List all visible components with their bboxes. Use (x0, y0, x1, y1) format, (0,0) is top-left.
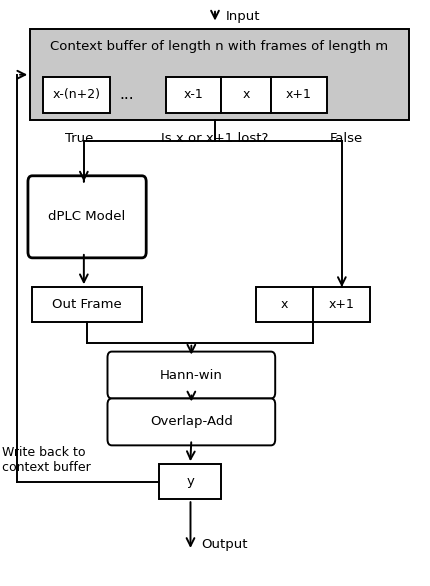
FancyBboxPatch shape (271, 77, 327, 113)
FancyBboxPatch shape (28, 176, 146, 258)
Text: y: y (186, 475, 194, 488)
FancyBboxPatch shape (221, 77, 271, 113)
Text: Is x or x+1 lost?: Is x or x+1 lost? (161, 132, 269, 145)
Text: Overlap-Add: Overlap-Add (150, 415, 233, 428)
Text: False: False (329, 132, 363, 145)
FancyBboxPatch shape (108, 352, 275, 398)
Text: Hann-win: Hann-win (160, 369, 223, 381)
FancyBboxPatch shape (166, 77, 221, 113)
FancyBboxPatch shape (159, 464, 221, 499)
Text: x+1: x+1 (329, 298, 355, 311)
FancyBboxPatch shape (32, 287, 142, 322)
Text: x: x (243, 88, 250, 101)
FancyBboxPatch shape (43, 77, 110, 113)
Text: x+1: x+1 (286, 88, 312, 101)
Text: dPLC Model: dPLC Model (49, 210, 126, 223)
FancyBboxPatch shape (30, 29, 408, 120)
FancyBboxPatch shape (256, 287, 370, 322)
FancyBboxPatch shape (108, 398, 275, 445)
Text: Input: Input (226, 9, 260, 23)
Text: x: x (281, 298, 289, 311)
Text: True: True (65, 132, 94, 145)
Text: Output: Output (201, 539, 248, 551)
Text: Write back to
context buffer: Write back to context buffer (2, 446, 91, 474)
Text: Context buffer of length n with frames of length m: Context buffer of length n with frames o… (50, 40, 388, 53)
Text: ...: ... (120, 87, 134, 103)
Text: Out Frame: Out Frame (52, 298, 122, 311)
Text: x-(n+2): x-(n+2) (52, 88, 100, 101)
Text: x-1: x-1 (184, 88, 203, 101)
